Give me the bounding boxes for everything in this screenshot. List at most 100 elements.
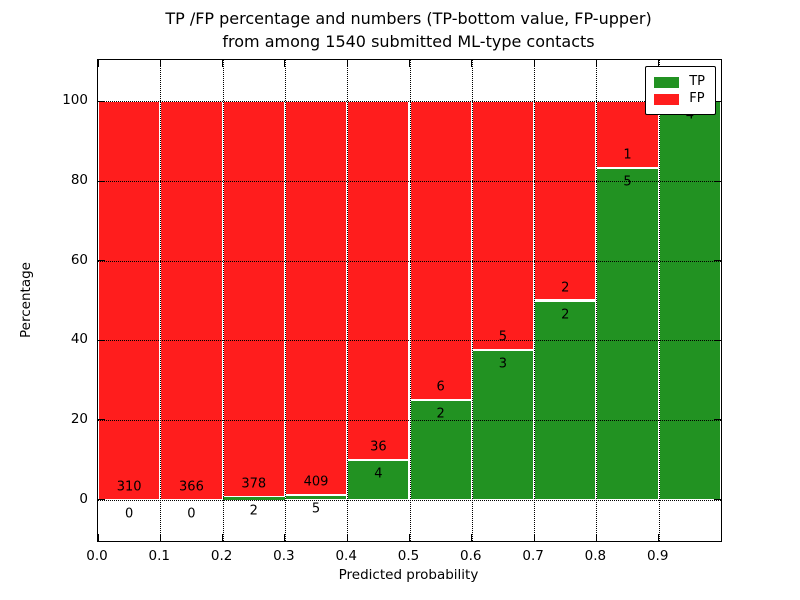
x-tick-label: 0.5 [397, 548, 420, 564]
axis-tick [222, 534, 224, 541]
fp-bar-segment [347, 101, 410, 460]
tp-count-label: 2 [436, 406, 445, 422]
axis-tick [98, 100, 105, 102]
axis-tick [98, 60, 99, 67]
fp-bar-segment [222, 101, 285, 498]
axis-tick [98, 180, 105, 182]
axis-tick [595, 534, 597, 541]
plot-area: 310 0 366 0 378 2 409 5 36 4 6 2 5 3 2 2 1 5 4 TP FP [97, 59, 722, 542]
grid-line-vertical [160, 60, 162, 541]
grid-line-vertical [596, 60, 598, 541]
axis-tick [714, 339, 721, 341]
fp-bar-segment [534, 101, 597, 301]
fp-count-label: 6 [436, 379, 445, 395]
grid-line-vertical [284, 60, 286, 541]
tp-bar-segment [534, 300, 597, 500]
axis-tick [346, 60, 348, 67]
axis-tick [714, 180, 721, 182]
axis-tick [409, 534, 410, 541]
axis-tick [714, 419, 721, 421]
axis-tick [658, 534, 660, 541]
y-tick-label: 20 [70, 410, 88, 427]
fp-count-label: 5 [498, 329, 508, 345]
tp-bar-segment [658, 101, 721, 500]
x-tick-label: 0.1 [148, 548, 171, 564]
fp-bar-segment [160, 101, 223, 500]
fp-bar-segment [98, 101, 161, 500]
tp-count-label: 3 [498, 356, 508, 372]
x-tick-label: 0.7 [522, 548, 544, 564]
grid-line-horizontal [98, 260, 721, 262]
x-tick-label: 0.2 [210, 548, 233, 564]
axis-tick [409, 60, 410, 67]
x-tick-label: 0.8 [584, 548, 607, 564]
y-tick-label: 80 [70, 172, 88, 189]
axis-tick [658, 60, 660, 67]
tp-count-label: 5 [623, 174, 632, 190]
legend-entry-fp: FP [654, 92, 705, 106]
axis-tick [533, 534, 535, 541]
chart-title-line2: from among 1540 submitted ML-type contac… [222, 32, 595, 51]
axis-tick [471, 60, 473, 67]
y-tick-label: 0 [79, 490, 88, 507]
fp-bar-segment [471, 101, 535, 351]
fp-count-label: 36 [370, 439, 387, 455]
axis-tick [222, 60, 224, 67]
fp-count-label: 409 [303, 474, 329, 490]
legend: TP FP [645, 66, 716, 115]
tp-count-label: 4 [374, 466, 383, 482]
tp-count-label: 0 [125, 506, 134, 522]
x-tick-label: 0.0 [86, 548, 108, 564]
axis-tick [98, 339, 105, 341]
grid-line-horizontal [98, 340, 721, 342]
fp-color-swatch [654, 93, 680, 105]
tp-color-swatch [654, 76, 680, 88]
axis-tick [284, 60, 286, 67]
fp-count-label: 1 [623, 147, 632, 163]
tp-bar-segment [596, 167, 659, 500]
tp-bar-segment [347, 459, 410, 500]
y-tick-label: 100 [62, 92, 88, 109]
grid-line-vertical [347, 60, 349, 541]
grid-line-horizontal [98, 181, 721, 183]
y-tick-label: 40 [70, 331, 88, 348]
axis-tick [98, 499, 105, 501]
tp-count-label: 4 [685, 107, 694, 123]
grid-line-horizontal [98, 101, 721, 103]
axis-tick [595, 60, 597, 67]
grid-line-horizontal [98, 499, 721, 501]
grid-line-vertical [471, 60, 473, 541]
x-axis-label: Predicted probability [338, 567, 479, 583]
chart-title-line1: TP /FP percentage and numbers (TP-bottom… [165, 9, 652, 28]
grid-line-horizontal [98, 419, 721, 421]
x-tick-label: 0.3 [273, 548, 295, 564]
legend-label-tp: TP [689, 74, 705, 89]
axis-tick [471, 534, 473, 541]
axis-tick [714, 260, 721, 262]
axis-tick [159, 60, 161, 67]
axis-tick [284, 534, 286, 541]
y-axis-label: Percentage [18, 262, 34, 338]
fp-count-label: 2 [561, 280, 570, 295]
tp-count-label: 2 [249, 503, 258, 519]
axis-tick [714, 499, 721, 501]
legend-label-fp: FP [689, 91, 705, 106]
fp-count-label: 310 [116, 479, 142, 495]
fp-count-label: 378 [241, 476, 267, 492]
tp-bar-segment [409, 400, 472, 500]
axis-tick [98, 419, 105, 421]
fp-bar-segment [409, 101, 472, 401]
plot-canvas: 310 0 366 0 378 2 409 5 36 4 6 2 5 3 2 2 1 5 4 [98, 60, 721, 541]
fp-bar-segment [284, 101, 348, 495]
axis-tick [714, 100, 721, 102]
legend-entry-tp: TP [654, 75, 705, 89]
grid-line-vertical [658, 60, 660, 541]
axis-tick [346, 534, 348, 541]
tp-count-label: 2 [561, 307, 570, 322]
tp-count-label: 0 [187, 506, 196, 522]
x-tick-label: 0.4 [335, 548, 357, 564]
tp-count-label: 5 [311, 501, 321, 517]
y-tick-label: 60 [70, 251, 88, 268]
fp-count-label: 366 [179, 479, 204, 495]
